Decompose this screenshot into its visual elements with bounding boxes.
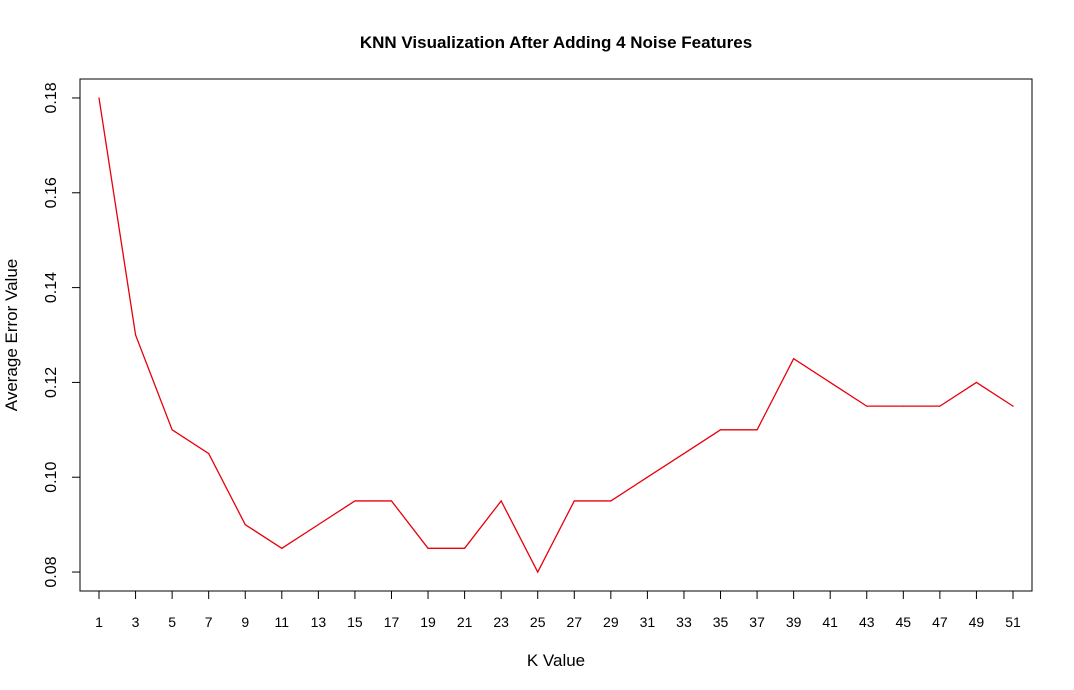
data-point — [610, 500, 612, 502]
x-tick-label: 41 — [822, 614, 838, 630]
x-tick-label: 49 — [969, 614, 985, 630]
y-tick-label: 0.14 — [43, 272, 60, 303]
y-axis-label: Average Error Value — [2, 259, 21, 411]
x-tick-label: 17 — [384, 614, 400, 630]
x-tick-label: 43 — [859, 614, 875, 630]
data-point — [683, 452, 685, 455]
x-tick-label: 39 — [786, 614, 802, 630]
x-tick-label: 27 — [566, 614, 582, 630]
x-tick-label: 51 — [1005, 614, 1021, 630]
data-point — [975, 381, 978, 384]
data-point — [427, 547, 429, 549]
x-axis: 1 3 5 7 9 11 13 15 17 19 21 23 25 27 29 31 33 35 37 39 41 43 4… — [95, 590, 1021, 630]
y-axis: 0.08 0.10 0.12 0.14 0.16 0.18 — [43, 82, 81, 588]
data-point — [1012, 405, 1014, 407]
x-tick-label: 23 — [493, 614, 509, 630]
x-tick-label: 25 — [530, 614, 546, 630]
data-point — [719, 429, 722, 431]
data-point — [866, 405, 868, 407]
x-tick-label: 35 — [713, 614, 729, 630]
x-tick-label: 15 — [347, 614, 363, 630]
data-point — [317, 524, 319, 526]
plot-frame — [79, 78, 1033, 592]
data-point — [208, 452, 210, 455]
x-tick-label: 47 — [932, 614, 948, 630]
data-point — [646, 476, 648, 478]
y-tick-label: 0.12 — [43, 367, 60, 398]
data-point — [793, 358, 795, 360]
data-point — [939, 405, 941, 407]
x-tick-label: 29 — [603, 614, 619, 630]
data-point — [98, 97, 100, 99]
data-point — [537, 571, 539, 573]
data-point — [573, 500, 575, 502]
x-tick-label: 19 — [420, 614, 436, 630]
x-axis-label: K Value — [527, 651, 585, 670]
series-line — [98, 97, 1014, 574]
y-tick-label: 0.18 — [43, 82, 60, 113]
data-point — [354, 500, 356, 502]
data-point — [244, 524, 246, 526]
data-point — [281, 547, 283, 549]
x-tick-label: 37 — [749, 614, 765, 630]
x-tick-label: 31 — [640, 614, 656, 630]
data-point — [902, 405, 904, 407]
x-tick-label: 45 — [896, 614, 912, 630]
y-tick-label: 0.08 — [43, 556, 60, 587]
data-point — [390, 500, 393, 502]
data-point — [464, 547, 466, 549]
data-point — [829, 381, 831, 384]
series-layer — [98, 97, 1014, 574]
chart-title: KNN Visualization After Adding 4 Noise F… — [360, 33, 752, 52]
y-tick-label: 0.16 — [43, 177, 60, 208]
y-tick-label: 0.10 — [43, 462, 60, 493]
x-tick-label: 11 — [275, 614, 290, 630]
x-tick-label: 9 — [241, 614, 249, 630]
data-point — [756, 429, 758, 431]
x-tick-label: 1 — [95, 614, 103, 630]
x-tick-label: 7 — [205, 614, 213, 630]
x-tick-label: 21 — [457, 614, 473, 630]
data-point — [134, 334, 137, 336]
x-tick-label: 3 — [132, 614, 140, 630]
x-tick-label: 5 — [168, 614, 176, 630]
x-tick-label: 13 — [311, 614, 327, 630]
x-tick-label: 33 — [676, 614, 692, 630]
data-point — [171, 429, 173, 431]
data-point — [500, 500, 502, 502]
